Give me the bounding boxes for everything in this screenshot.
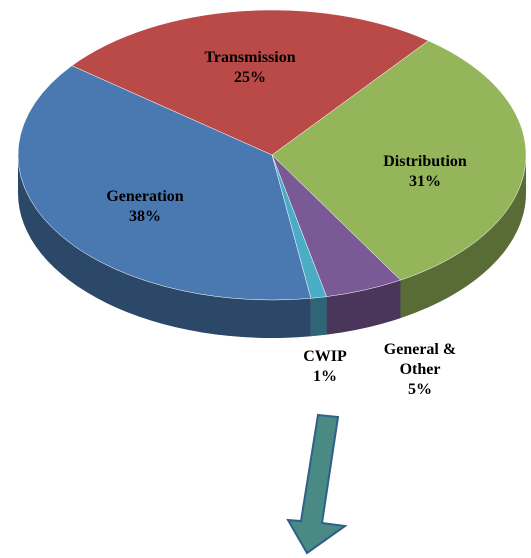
category-label: Generation <box>106 188 184 205</box>
pie-walls <box>18 155 526 338</box>
pie-tops <box>17 9 527 301</box>
wall-shade <box>310 296 327 337</box>
slice-label: General & Other 5% <box>373 340 468 400</box>
arrow <box>286 413 348 555</box>
slice-label: Generation 38% <box>106 187 183 227</box>
pie-slice <box>271 40 527 281</box>
pie-slice <box>17 65 312 301</box>
slice-label: Transmission 25% <box>204 48 295 88</box>
pie-wall <box>310 296 327 337</box>
category-label: General & Other <box>383 341 457 378</box>
category-label: Transmission <box>204 49 296 66</box>
slice-label: Distribution 31% <box>383 152 467 192</box>
value-label: 25% <box>234 69 266 86</box>
category-label: Distribution <box>383 153 467 170</box>
pie-wall <box>326 280 401 335</box>
value-label: 1% <box>313 368 337 385</box>
value-label: 31% <box>408 173 441 190</box>
wall-shade <box>18 155 311 338</box>
value-label: 5% <box>408 381 432 398</box>
pie-wall <box>18 155 311 338</box>
slice-label: CWIP 1% <box>303 347 347 387</box>
pie-wall <box>400 155 526 319</box>
category-label: CWIP <box>303 348 347 365</box>
wall-shade <box>326 280 401 335</box>
wall-shade <box>400 155 526 319</box>
value-label: 38% <box>128 208 161 225</box>
pie-slice <box>71 9 429 156</box>
